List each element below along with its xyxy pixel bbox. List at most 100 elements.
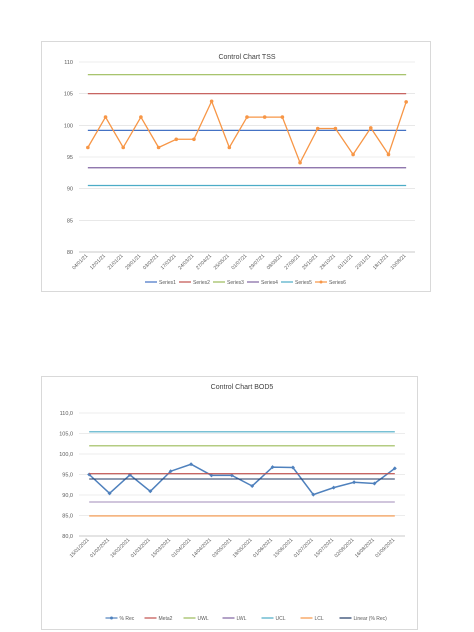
x-tick-label: 23/11/21	[354, 253, 372, 271]
x-tick-label: 28/10/21	[319, 253, 337, 271]
data-point	[168, 469, 173, 474]
control-chart-bod5: Control Chart BOD5 110,0 105,0 100,0 95,0 90,…	[41, 376, 418, 630]
legend-label: Series1	[159, 280, 176, 286]
x-tick-label: 18/12/21	[372, 253, 390, 271]
x-tick-label: 17/03/21	[160, 253, 178, 271]
data-point	[372, 481, 377, 486]
legend-item-series1: Series1	[145, 280, 176, 286]
data-point	[392, 466, 397, 471]
y-tick-label: 95,0	[62, 473, 73, 479]
data-point	[333, 126, 338, 131]
legend-label: % Rec	[120, 616, 135, 622]
data-point	[156, 145, 161, 150]
series-line-series6	[87, 99, 407, 165]
legend-label: LCL	[315, 616, 324, 622]
x-tick-label: 25/10/21	[301, 253, 319, 271]
legend-item-rec: % Rec	[105, 616, 135, 622]
data-point	[352, 480, 357, 485]
x-tick-label: 01/03/2021	[130, 537, 152, 559]
x-tick-label: 01/06/2021	[252, 537, 274, 559]
legend-label: UCL	[276, 616, 286, 622]
x-tick-label: 27/04/21	[195, 253, 213, 271]
y-tick-label: 80,0	[62, 534, 73, 540]
x-tick-label: 01/07/2021	[293, 537, 315, 559]
data-point	[189, 462, 194, 467]
x-tick-label: 15/03/2021	[150, 537, 172, 559]
legend-item-series3: Series3	[213, 280, 244, 286]
x-tick-label: 27/09/21	[283, 253, 301, 271]
series-line-rec	[88, 463, 396, 496]
legend-label: Series4	[261, 280, 278, 286]
x-tick-label: 14/04/2021	[191, 537, 213, 559]
legend-item-ucl: UCL	[261, 616, 286, 622]
x-tick-label: 21/01/21	[107, 253, 125, 271]
data-point	[351, 152, 355, 157]
x-tick-label: 01/02/2021	[89, 537, 111, 559]
data-point	[229, 473, 234, 478]
legend-item-series2: Series2	[179, 280, 210, 286]
y-tick-label: 80	[67, 250, 73, 256]
x-tick-label: 04/01/21	[71, 253, 89, 271]
x-tick-label: 16/02/2021	[109, 537, 131, 559]
plot-area	[79, 412, 405, 537]
x-tick-label: 12/01/21	[89, 253, 107, 271]
chart-bod5-svg: Control Chart BOD5 110,0 105,0 100,0 95,0 90,…	[59, 384, 405, 622]
data-point	[290, 465, 295, 470]
x-tick-label: 29/07/21	[248, 253, 266, 271]
x-tick-label: 03/05/2021	[211, 537, 233, 559]
legend-item-series6: Series6	[315, 280, 346, 286]
x-tick-label: 15/01/2021	[69, 537, 91, 559]
legend-item-linear-rec: Linear (% Rec)	[339, 616, 388, 622]
x-tick-label: 08/09/21	[266, 253, 284, 271]
y-tick-label: 90	[67, 187, 73, 193]
control-chart-tss: Control Chart TSS 110 105 100 95 90 85 80 04/01/…	[41, 41, 431, 292]
legend-label: LWL	[237, 616, 247, 622]
y-tick-label: 110,0	[60, 411, 73, 417]
legend-item-lcl: LCL	[300, 616, 324, 622]
x-tick-label: 10/08/21	[390, 253, 408, 271]
legend-item-series4: Series4	[247, 280, 278, 286]
x-tick-label: 15/07/2021	[313, 537, 335, 559]
data-point	[280, 115, 285, 119]
legend-item-meta2: Meta2	[144, 616, 173, 622]
legend-label: Series2	[193, 280, 210, 286]
legend-label: Series3	[227, 280, 244, 286]
y-tick-label: 95	[67, 155, 73, 161]
legend-label: Linear (% Rec)	[354, 616, 388, 622]
y-tick-label: 90,0	[62, 493, 73, 499]
data-point	[311, 492, 316, 497]
chart-title: Control Chart BOD5	[211, 384, 274, 391]
legend-item-series5: Series5	[281, 280, 312, 286]
x-tick-label: 01/04/2021	[171, 537, 193, 559]
chart-title: Control Chart TSS	[218, 54, 275, 61]
data-point	[209, 99, 214, 104]
legend-marker	[319, 280, 323, 284]
legend-label: Meta2	[159, 616, 173, 622]
x-tick-label: 15/06/2021	[272, 537, 294, 559]
data-point	[331, 485, 336, 490]
y-tick-label: 100,0	[59, 452, 73, 458]
data-point	[121, 145, 126, 150]
data-point	[148, 489, 153, 494]
data-point	[270, 465, 275, 470]
y-tick-label: 85	[67, 218, 73, 224]
legend: % Rec Meta2 UWL LWL UCL LCL Linear (% Rec)	[105, 616, 388, 622]
x-tick-label: 25/05/21	[213, 253, 231, 271]
data-point	[315, 126, 320, 131]
x-tick-label: 16/08/2021	[354, 537, 376, 559]
data-point	[298, 160, 302, 165]
y-tick-label: 105,0	[59, 432, 73, 438]
data-point	[103, 115, 108, 119]
data-point	[262, 115, 267, 119]
data-point	[245, 115, 249, 119]
chart-tss-svg: Control Chart TSS 110 105 100 95 90 85 8004/01/…	[64, 54, 415, 286]
legend-label: UWL	[198, 616, 209, 622]
data-point	[209, 473, 214, 478]
y-tick-label: 85,0	[62, 514, 73, 520]
x-tick-label: 01/11/21	[337, 253, 355, 271]
data-point	[192, 137, 196, 142]
x-tick-label: 01/07/21	[230, 253, 248, 271]
x-tick-label: 01/09/2021	[374, 537, 396, 559]
data-point	[139, 115, 143, 119]
data-point	[86, 145, 90, 150]
